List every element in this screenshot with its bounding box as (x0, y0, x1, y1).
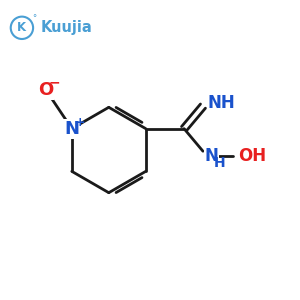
Text: −: − (49, 75, 61, 89)
Text: +: + (75, 116, 86, 129)
Text: O: O (38, 81, 53, 99)
Text: N: N (64, 120, 79, 138)
Text: N: N (204, 147, 218, 165)
Text: °: ° (32, 14, 36, 23)
Text: H: H (213, 156, 225, 170)
Text: K: K (17, 21, 26, 34)
Text: Kuujia: Kuujia (41, 20, 93, 35)
Text: NH: NH (207, 94, 235, 112)
Text: OH: OH (238, 147, 266, 165)
